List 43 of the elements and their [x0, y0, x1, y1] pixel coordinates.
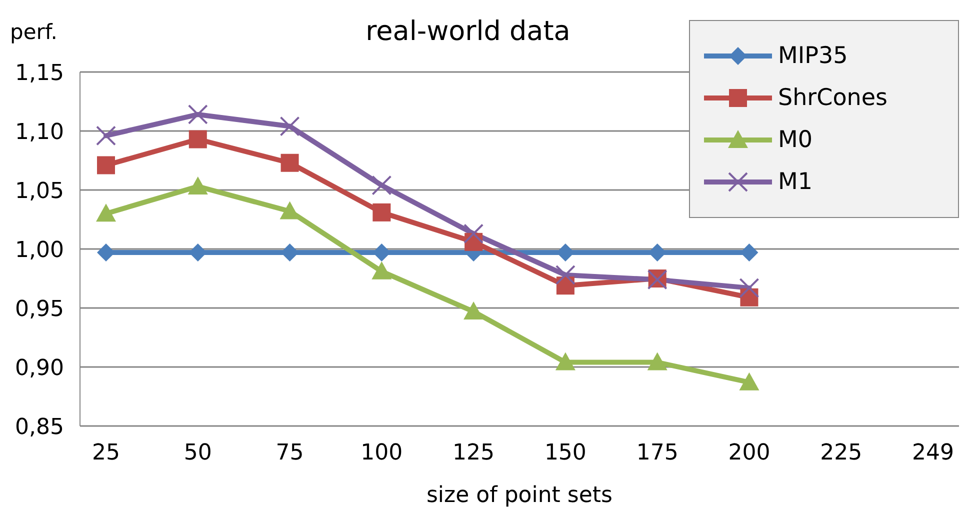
legend-label: M0 [778, 127, 812, 153]
point [372, 175, 392, 196]
x-tick-label: 75 [276, 440, 304, 466]
point [280, 154, 299, 172]
legend-label: ShrCones [778, 85, 888, 111]
x-tick-label: 200 [728, 440, 770, 466]
y-tick-label: 0,85 [15, 414, 64, 440]
point [739, 372, 760, 390]
point [97, 156, 115, 174]
y-tick-label: 1,10 [15, 120, 64, 145]
point [280, 201, 300, 220]
point [372, 261, 392, 280]
point [464, 224, 484, 244]
legend-label: M1 [778, 169, 812, 195]
y-tick-label: 0,95 [15, 296, 64, 322]
x-tick-label: 150 [544, 440, 586, 466]
y-tick-label: 1,00 [15, 238, 64, 263]
point [96, 204, 116, 222]
chart-title: real-world data [364, 16, 572, 47]
x-tick-label: 100 [360, 440, 403, 466]
point [188, 104, 208, 124]
point [555, 264, 576, 285]
point [96, 126, 116, 146]
point [555, 352, 576, 370]
x-tick-label: 249 [912, 440, 954, 466]
x-tick-label: 50 [184, 440, 212, 466]
point [188, 176, 208, 194]
y-tick-label: 1,05 [15, 178, 64, 204]
point [372, 203, 391, 222]
point [188, 130, 207, 148]
x-tick-label: 125 [452, 440, 495, 466]
point [280, 116, 300, 136]
point [464, 302, 484, 320]
x-tick-label: 225 [820, 440, 862, 466]
point [739, 278, 760, 298]
x-axis-title: size of point sets [426, 483, 613, 508]
y-axis-title: perf. [10, 20, 58, 44]
y-tick-label: 1,15 [15, 60, 64, 86]
y-tick-label: 0,90 [15, 356, 64, 381]
legend-label: MIP35 [778, 43, 848, 69]
point [647, 352, 668, 370]
x-tick-label: 25 [92, 440, 120, 466]
x-tick-label: 175 [636, 440, 678, 466]
